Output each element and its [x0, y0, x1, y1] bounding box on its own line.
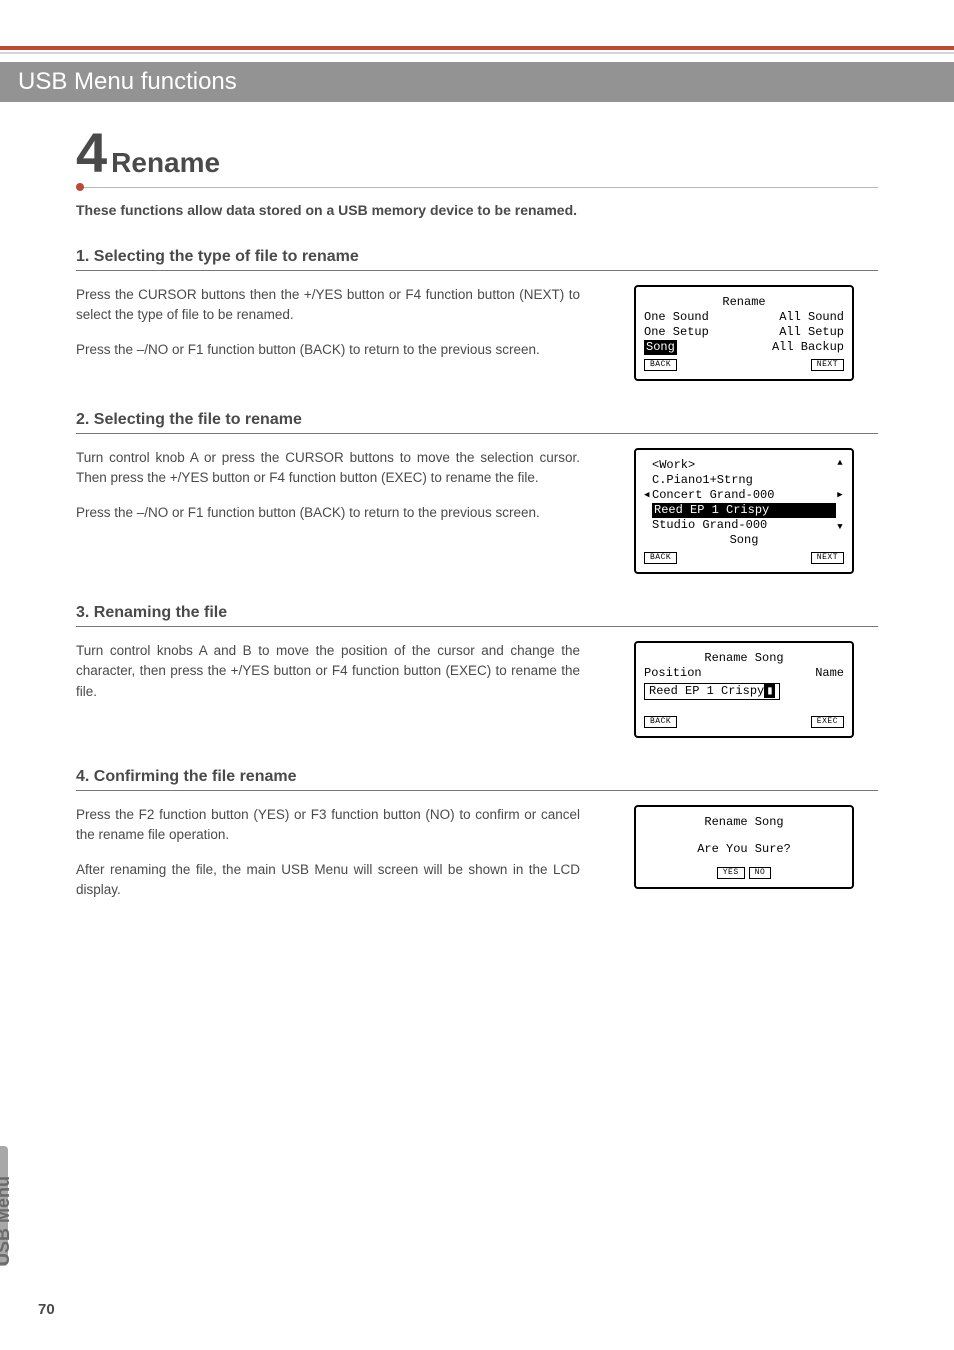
paragraph: Turn control knobs A and B to move the p… — [76, 641, 580, 702]
lcd-back-button: BACK — [644, 359, 677, 371]
lcd-row: One Setup All Setup — [644, 325, 844, 340]
lcd-cell: One Sound — [644, 310, 709, 325]
lcd-footer: Song — [644, 533, 844, 548]
lcd-title: Rename Song — [644, 815, 844, 830]
paragraph: Press the F2 function button (YES) or F3… — [76, 805, 580, 846]
lcd-next-button: NEXT — [811, 552, 844, 564]
lcd-softkeys: BACK EXEC — [644, 716, 844, 728]
step-body: Press the CURSOR buttons then the +/YES … — [76, 285, 580, 381]
step-heading: 3. Renaming the file — [76, 604, 878, 627]
page-number: 70 — [38, 1301, 55, 1318]
lcd-screen-file-list: ◀ <Work> C.Piano1+Strng Concert Grand-00… — [634, 448, 854, 574]
lcd-message: Are You Sure? — [644, 842, 844, 857]
lcd-labels: Position Name — [644, 666, 844, 681]
top-rule-group — [0, 0, 954, 54]
step-row: Press the F2 function button (YES) or F3… — [76, 805, 878, 900]
lcd-softkeys: BACK NEXT — [644, 552, 844, 564]
paragraph: After renaming the file, the main USB Me… — [76, 860, 580, 901]
lcd-container: Rename One Sound All Sound One Setup All S… — [610, 285, 878, 381]
section-title: Rename — [111, 147, 220, 179]
paragraph: Turn control knob A or press the CURSOR … — [76, 448, 580, 489]
lcd-exec-button: EXEC — [811, 716, 844, 728]
lcd-label: Name — [815, 666, 844, 681]
lcd-softkeys: BACK NEXT — [644, 359, 844, 371]
lcd-label: Position — [644, 666, 702, 681]
step-body: Turn control knob A or press the CURSOR … — [76, 448, 580, 574]
lcd-yes-button: YES — [717, 867, 745, 879]
lcd-title: Rename — [644, 295, 844, 310]
lcd-list-item: Studio Grand-000 — [652, 518, 836, 533]
step-body: Press the F2 function button (YES) or F3… — [76, 805, 580, 900]
section-number: 4 — [76, 120, 107, 185]
lcd-list-item: C.Piano1+Strng — [652, 473, 836, 488]
lcd-screen-confirm: Rename Song Are You Sure? YES NO — [634, 805, 854, 889]
title-underline — [76, 187, 878, 188]
lcd-list-item: Concert Grand-000 — [652, 488, 836, 503]
scroll-indicator: ▲▶▼ — [836, 458, 844, 533]
lcd-list-col: <Work> C.Piano1+Strng Concert Grand-000 … — [652, 458, 836, 533]
lcd-row: Song All Backup — [644, 340, 844, 355]
intro-text: These functions allow data stored on a U… — [76, 202, 878, 218]
lcd-cell: One Setup — [644, 325, 709, 340]
lcd-list-title: <Work> — [652, 458, 836, 473]
content-area: 4 Rename These functions allow data stor… — [0, 120, 954, 900]
step-row: Press the CURSOR buttons then the +/YES … — [76, 285, 878, 381]
lcd-screen-rename-input: Rename Song Position Name Reed EP 1 Crisp… — [634, 641, 854, 738]
left-arrow-icon: ◀ — [644, 458, 652, 533]
paragraph: Press the CURSOR buttons then the +/YES … — [76, 285, 580, 326]
lcd-confirm-buttons: YES NO — [644, 867, 844, 879]
step-heading: 4. Confirming the file rename — [76, 768, 878, 791]
step-heading: 2. Selecting the file to rename — [76, 411, 878, 434]
lcd-container: ◀ <Work> C.Piano1+Strng Concert Grand-00… — [610, 448, 878, 574]
lcd-back-button: BACK — [644, 552, 677, 564]
lcd-back-button: BACK — [644, 716, 677, 728]
side-tab-label: USB Menu — [0, 1176, 14, 1266]
lcd-no-button: NO — [749, 867, 772, 879]
lcd-list: ◀ <Work> C.Piano1+Strng Concert Grand-00… — [644, 458, 844, 533]
lcd-row: One Sound All Sound — [644, 310, 844, 325]
paragraph: Press the –/NO or F1 function button (BA… — [76, 340, 580, 360]
lcd-container: Rename Song Are You Sure? YES NO — [610, 805, 878, 900]
lcd-cursor: ▮ — [764, 684, 775, 698]
lcd-screen-rename-type: Rename One Sound All Sound One Setup All S… — [634, 285, 854, 381]
step-row: Turn control knobs A and B to move the p… — [76, 641, 878, 738]
lcd-cell: All Backup — [772, 340, 844, 355]
step-row: Turn control knob A or press the CURSOR … — [76, 448, 878, 574]
header-gray-rule — [0, 52, 954, 54]
step-heading: 1. Selecting the type of file to rename — [76, 248, 878, 271]
lcd-cell: All Sound — [779, 310, 844, 325]
lcd-cell: All Setup — [779, 325, 844, 340]
page-title-row: 4 Rename — [76, 120, 878, 185]
header-red-rule — [0, 46, 954, 50]
lcd-name-field: Reed EP 1 Crispy▮ — [644, 681, 844, 700]
lcd-list-item-selected: Reed EP 1 Crispy — [652, 503, 836, 518]
lcd-cell-selected: Song — [644, 340, 677, 355]
lcd-field-value: Reed EP 1 Crispy — [649, 684, 764, 698]
lcd-title: Rename Song — [644, 651, 844, 666]
lcd-container: Rename Song Position Name Reed EP 1 Crisp… — [610, 641, 878, 738]
step-body: Turn control knobs A and B to move the p… — [76, 641, 580, 738]
lcd-next-button: NEXT — [811, 359, 844, 371]
side-tab: USB Menu — [0, 1146, 8, 1266]
section-band: USB Menu functions — [0, 62, 954, 102]
paragraph: Press the –/NO or F1 function button (BA… — [76, 503, 580, 523]
